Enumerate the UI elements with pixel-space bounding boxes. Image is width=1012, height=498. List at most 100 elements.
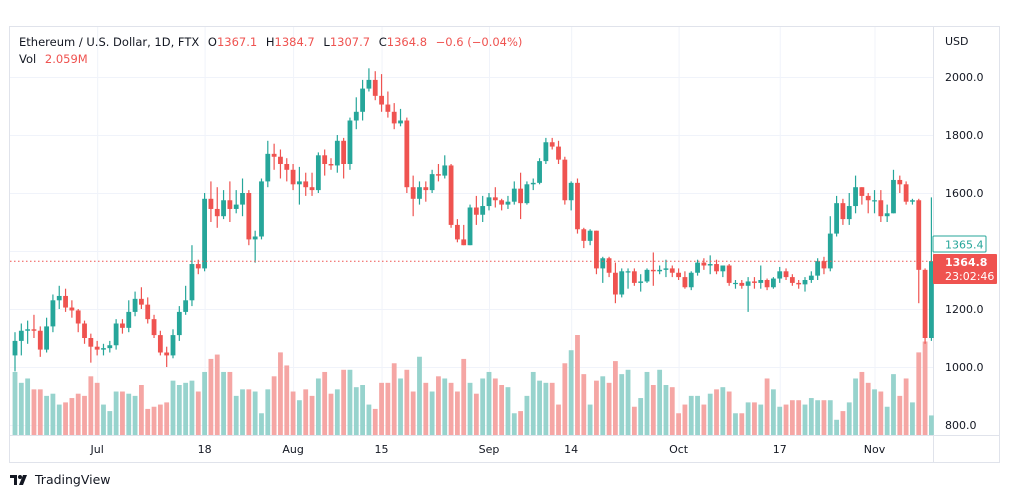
candle-body	[252, 236, 258, 240]
volume-bar	[802, 404, 808, 435]
candle-body	[834, 203, 839, 234]
candles	[12, 68, 934, 372]
candle	[44, 317, 49, 353]
candle	[929, 197, 934, 341]
volume-bar	[486, 371, 492, 435]
tradingview-logo-icon	[10, 474, 27, 485]
candle	[31, 314, 37, 338]
time-axis[interactable]: Jul 18 Aug 15 Sep 14 Oct 17 Nov	[90, 443, 886, 456]
candle-body	[423, 187, 429, 191]
volume-bar	[771, 389, 776, 435]
change-value: −0.6 (−0.04%)	[435, 35, 523, 49]
candle	[341, 137, 347, 179]
volume-bar	[69, 398, 75, 435]
volume-bar	[625, 369, 631, 435]
candle	[701, 258, 707, 270]
candle-body	[278, 156, 283, 164]
candle	[758, 265, 764, 289]
candle-body	[846, 206, 852, 220]
time-tick-label: Oct	[669, 443, 689, 456]
candle	[315, 152, 321, 193]
volume-bar	[12, 371, 18, 435]
candle-body	[75, 310, 81, 324]
volume-bar	[398, 378, 403, 435]
candle	[202, 193, 207, 272]
candle-body	[783, 271, 789, 278]
volume-bar	[467, 382, 473, 435]
candle	[290, 164, 296, 191]
volume-bar	[720, 387, 726, 435]
candle-body	[25, 329, 31, 331]
volume-bar	[322, 371, 328, 435]
candle	[417, 181, 422, 205]
candle-body	[556, 146, 561, 160]
time-tick-label: 18	[198, 443, 212, 456]
candle	[575, 178, 580, 234]
volume-bar	[631, 406, 637, 435]
symbol-title[interactable]: Ethereum / U.S. Dollar, 1D, FTX	[19, 35, 200, 49]
volume-bar	[284, 365, 290, 435]
volume-bar	[499, 385, 505, 435]
candle-body	[720, 265, 726, 272]
candle-body	[631, 271, 637, 283]
candle-body	[50, 300, 56, 327]
tradingview-logo[interactable]: TradingView	[10, 472, 111, 487]
volume-bar	[31, 389, 37, 435]
candle	[682, 271, 688, 289]
candle-body	[891, 179, 896, 214]
volume-legend-row: Vol 2.059M	[19, 51, 522, 68]
volume-bar	[37, 389, 43, 435]
candle	[745, 277, 751, 312]
candle-body	[872, 200, 877, 202]
candle-body	[726, 265, 732, 283]
candle	[821, 256, 827, 275]
volume-bar	[372, 408, 378, 435]
candle-body	[492, 197, 498, 201]
candle-body	[815, 261, 821, 276]
logo-text: TradingView	[35, 472, 111, 487]
volume-bar	[63, 402, 68, 435]
candle	[126, 300, 132, 333]
candle-body	[271, 153, 277, 157]
candle	[733, 280, 738, 289]
candle-body	[676, 272, 681, 278]
volume-label[interactable]: Vol	[19, 52, 37, 66]
time-tick-label: 17	[773, 443, 787, 456]
volume-value: 2.059M	[44, 52, 88, 66]
low-value: 1307.7	[329, 35, 371, 49]
candle	[309, 172, 315, 196]
volume-bar	[865, 382, 871, 435]
candle-body	[499, 200, 505, 205]
candle	[771, 277, 776, 289]
candle-body	[543, 142, 549, 162]
candle-body	[379, 95, 384, 105]
volume-bar	[120, 391, 125, 435]
candle-body	[328, 164, 334, 166]
candle	[176, 306, 182, 341]
candle	[688, 271, 694, 291]
volume-bar	[897, 395, 903, 435]
volume-bar	[543, 382, 549, 435]
candle-body	[467, 207, 473, 246]
volume-bar	[789, 400, 795, 435]
candle-body	[63, 295, 68, 308]
candle-body	[404, 120, 410, 188]
candle-body	[524, 184, 530, 204]
price-axis[interactable]: USD 2000.0 1800.0 1600.0 1200.0 1000.0 800.0	[945, 35, 984, 432]
candle-body	[195, 264, 201, 269]
candle	[429, 169, 435, 193]
candle-body	[486, 197, 492, 207]
candle-body	[701, 262, 707, 266]
price-tick-label: 1800.0	[945, 129, 984, 142]
candle-body	[82, 323, 87, 338]
candle-body	[360, 88, 365, 112]
volume-bar	[233, 395, 239, 435]
candle	[12, 332, 18, 372]
volume-bar	[315, 378, 321, 435]
volume-bar	[417, 356, 422, 435]
volume-bar	[688, 395, 694, 435]
volume-bar	[44, 395, 49, 435]
candle-body	[56, 295, 62, 301]
volume-bar	[783, 404, 789, 435]
